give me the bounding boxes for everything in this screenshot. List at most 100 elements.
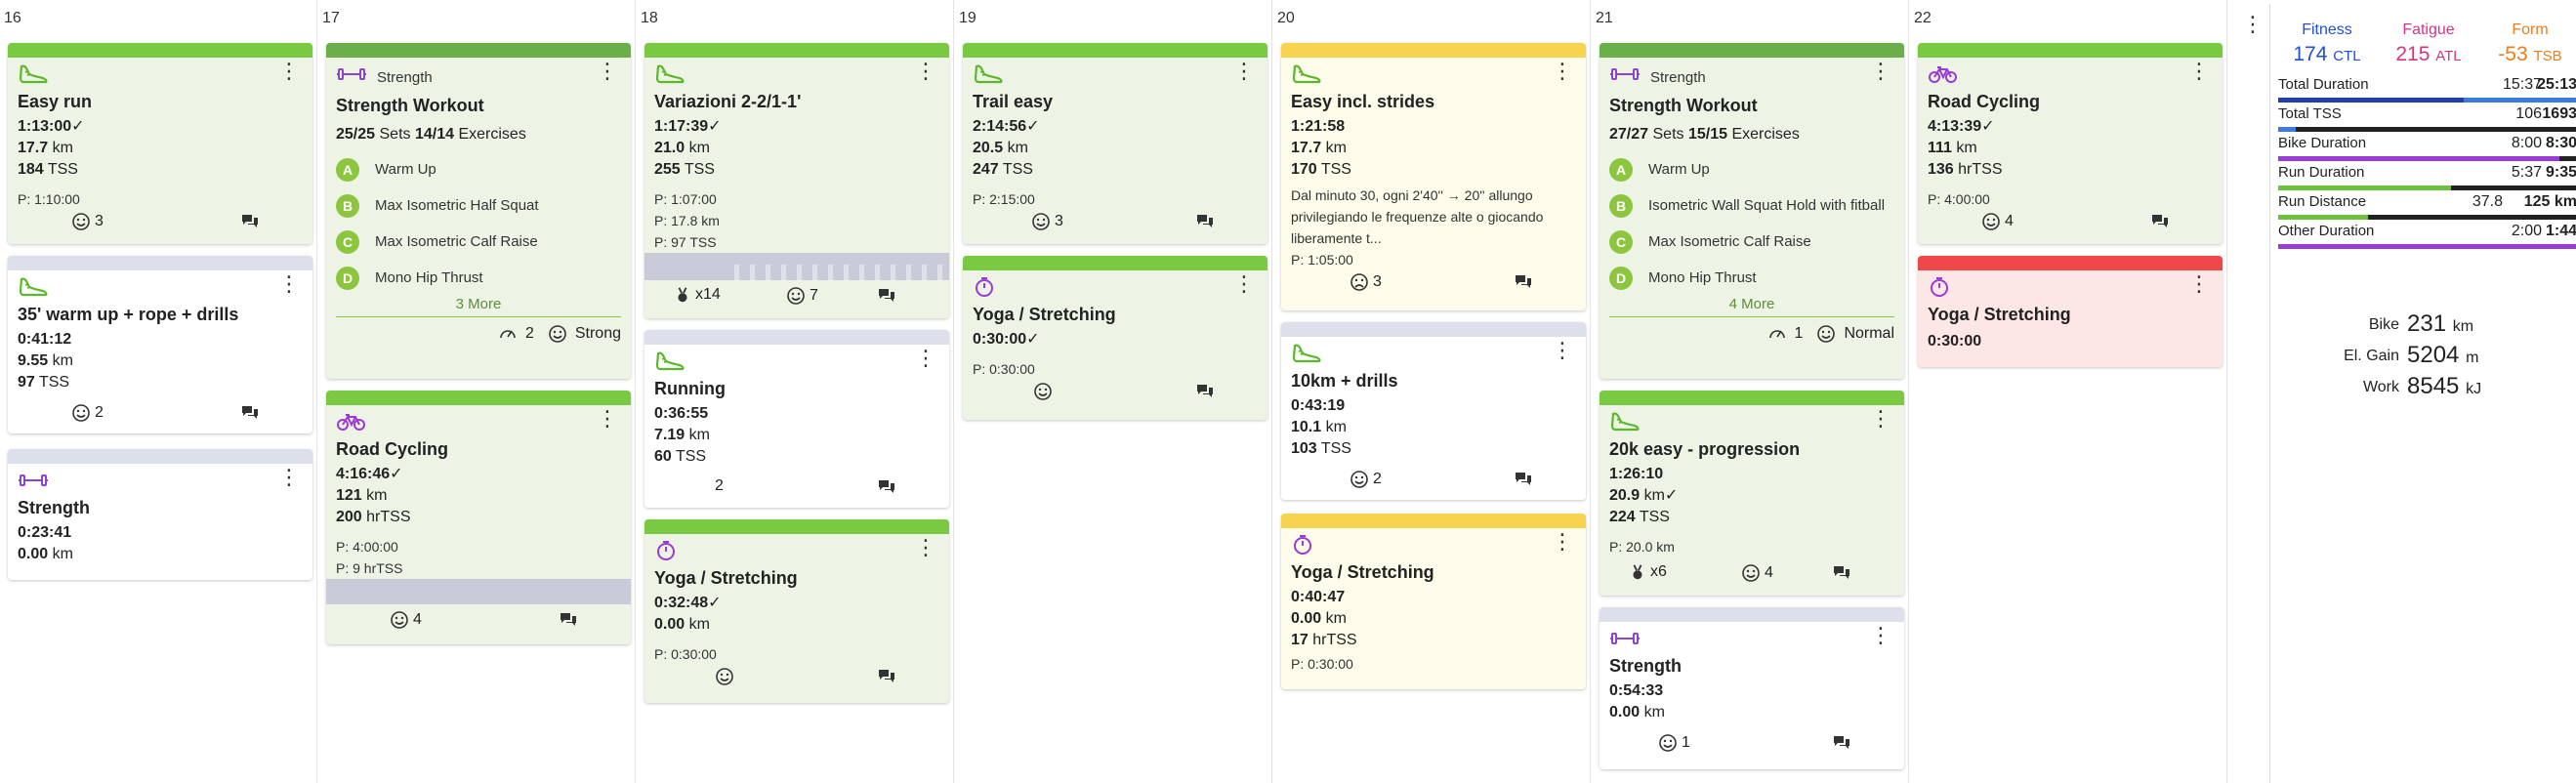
exercise-item[interactable]: A Warm Up [336,151,621,187]
comment-icon[interactable] [877,668,896,683]
comment-icon[interactable] [1832,564,1851,580]
comment-icon[interactable] [1514,273,1533,289]
bike-duration-row: Bike Duration 8:00 8:30 [2278,133,2576,162]
tss-unit: TSS [38,374,70,391]
workout-card[interactable]: ⋮ Road Cycling 4:16:46✓ 121 km 200 hrTSS… [326,391,631,644]
exercise-item[interactable]: C Max Isometric Calf Raise [336,224,621,260]
more-menu-icon[interactable]: ⋮ [1870,406,1891,431]
more-menu-icon[interactable]: ⋮ [1552,338,1573,362]
feel-count: 2 [715,477,724,494]
duration: 0:41:12 [18,331,72,348]
planned-duration: P: 0:30:00 [1291,656,1353,672]
compliance-bar [8,256,312,270]
stat-actual: 15:37 [2502,76,2542,93]
tss-unit: TSS [1639,509,1670,525]
comment-icon[interactable] [1195,213,1215,228]
comment-icon[interactable] [877,478,896,494]
run-shoe-icon [18,63,49,85]
more-menu-icon[interactable]: ⋮ [597,406,618,431]
workout-card[interactable]: ⋮ 20k easy - progression 1:26:10 20.9 km… [1600,391,1904,596]
workout-chart [326,579,631,604]
more-menu-icon[interactable]: ⋮ [278,59,300,83]
stat-planned: 1:44 [2545,223,2576,239]
more-menu-icon[interactable]: ⋮ [278,465,300,489]
workout-card[interactable]: ⋮ Yoga / Stretching 0:30:00 [1918,256,2223,367]
planned-distance: P: 17.8 km [654,213,720,228]
workout-card[interactable]: ⋮ Easy incl. strides 1:21:58 17.7 km 170… [1281,43,1586,310]
compliance-bar [1600,391,1904,405]
fatigue-label: Fatigue [2402,21,2455,38]
comment-icon[interactable] [877,287,896,303]
fitness-label: Fitness [2302,21,2352,38]
stat-label: Total TSS [2278,105,2342,122]
duration: 0:23:41 [18,524,72,541]
workout-card[interactable]: ⋮ Easy run 1:13:00✓ 17.7 km 184 TSS P: 1… [8,43,312,244]
strength-workout-card[interactable]: Strength ⋮ Strength Workout 25/25 Sets 14… [326,43,631,379]
exercise-item[interactable]: A Warm Up [1609,151,1894,187]
rpe-value: 1 [1794,325,1804,342]
tss-value: 170 [1291,161,1317,178]
smile-icon [1658,733,1678,753]
more-menu-icon[interactable]: ⋮ [2188,59,2210,83]
day-column-21: 21 Strength ⋮ Strength Workout 27/27 Sets… [1592,0,1909,783]
more-menu-icon[interactable]: ⋮ [1552,59,1573,83]
workout-card[interactable]: ⋮ Strength 0:23:41 0.00 km [8,449,312,580]
smile-icon [1741,563,1761,583]
more-menu-icon[interactable]: ⋮ [1870,59,1891,83]
exercise-item[interactable]: C Max Isometric Calf Raise [1609,224,1894,260]
workout-card[interactable]: ⋮ 10km + drills 0:43:19 10.1 km 103 TSS … [1281,322,1586,500]
exercise-item[interactable]: B Isometric Wall Squat Hold with fitball [1609,187,1894,224]
workout-card[interactable]: ⋮ Running 0:36:55 7.19 km 60 TSS 2 [644,330,949,508]
more-menu-icon[interactable]: ⋮ [278,271,300,296]
tss-unit: TSS [684,161,715,178]
stat-planned: 25:13 [2537,76,2576,93]
distance-unit: km [688,616,710,633]
show-more-link[interactable]: 3 More [336,296,621,317]
exercise-item[interactable]: B Max Isometric Half Squat [336,187,621,224]
feel-count: 2 [1373,471,1382,487]
comment-icon[interactable] [559,611,578,627]
day-column-18: 18 ⋮ Variazioni 2-2/1-1' 1:17:39✓ 21.0 k… [637,0,954,783]
exercise-item[interactable]: D Mono Hip Thrust [336,260,621,296]
workout-card[interactable]: ⋮ Strength 0:54:33 0.00 km 1 [1600,607,1904,769]
more-menu-icon[interactable]: ⋮ [915,346,936,370]
exercise-item[interactable]: D Mono Hip Thrust [1609,260,1894,296]
comment-icon[interactable] [1514,471,1533,486]
more-menu-icon[interactable]: ⋮ [915,535,936,559]
stat-label: Bike Duration [2278,135,2367,151]
tss-value: 60 [654,448,672,465]
workout-card[interactable]: ⋮ Yoga / Stretching 0:32:48✓ 0.00 km P: … [644,519,949,703]
comment-icon[interactable] [1832,734,1851,750]
more-menu-icon[interactable]: ⋮ [597,59,618,83]
tss-value: 200 [336,509,362,525]
more-menu-icon[interactable]: ⋮ [1233,271,1255,296]
workout-card[interactable]: ⋮ Yoga / Stretching 0:30:00✓ P: 0:30:00 [963,256,1267,420]
comment-icon[interactable] [240,404,260,420]
more-menu-icon[interactable]: ⋮ [1870,623,1891,647]
workout-card[interactable]: ⋮ Variazioni 2-2/1-1' 1:17:39✓ 21.0 km 2… [644,43,949,318]
stat-progress-track [2278,215,2576,220]
dumbbell-icon [1609,63,1641,85]
workout-card[interactable]: ⋮ 35' warm up + rope + drills 0:41:12 9.… [8,256,312,433]
distance-unit: km [1325,610,1347,627]
more-menu-icon[interactable]: ⋮ [1552,529,1573,554]
more-menu-icon[interactable]: ⋮ [915,59,936,83]
feel-count: 3 [95,213,104,229]
workout-title: Trail easy [973,92,1054,111]
week-menu-icon[interactable]: ⋮ [2242,12,2264,36]
workout-card[interactable]: ⋮ Yoga / Stretching 0:40:47 0.00 km 17 h… [1281,514,1586,689]
workout-card[interactable]: ⋮ Trail easy 2:14:56✓ 20.5 km 247 TSS P:… [963,43,1267,244]
comment-icon[interactable] [2150,213,2170,228]
more-menu-icon[interactable]: ⋮ [2188,271,2210,296]
show-more-link[interactable]: 4 More [1609,296,1894,317]
comment-icon[interactable] [1195,383,1215,398]
comment-icon[interactable] [240,213,260,228]
strength-workout-card[interactable]: Strength ⋮ Strength Workout 27/27 Sets 15… [1600,43,1904,379]
stat-actual: 106 [2515,105,2542,122]
stat-label: Run Duration [2278,164,2365,181]
run-shoe-icon [654,350,686,372]
more-menu-icon[interactable]: ⋮ [1233,59,1255,83]
feel-label: Normal [1844,325,1894,342]
run-shoe-icon [18,276,49,298]
workout-card[interactable]: ⋮ Road Cycling 4:13:39✓ 111 km 136 hrTSS… [1918,43,2223,244]
